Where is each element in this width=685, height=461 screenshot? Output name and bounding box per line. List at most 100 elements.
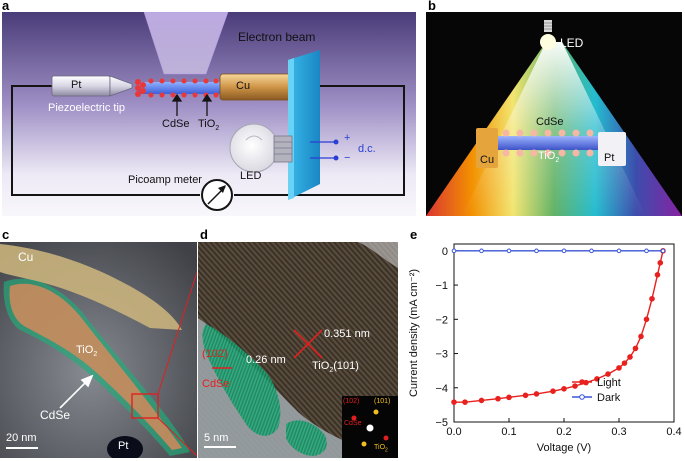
panel-label-b: b (428, 0, 436, 13)
panel-a-schematic: Electron beam Pt Cu Piezoelectric tip Cd… (2, 12, 416, 216)
point-light (561, 385, 567, 392)
x-tick-label: 0.2 (556, 426, 571, 438)
panel-label-e: e (410, 227, 418, 242)
series-layer (451, 248, 666, 405)
x-axis-label: Voltage (V) (537, 442, 591, 454)
label-piezoelectric-tip: Piezoelectric tip (48, 102, 126, 114)
point-light (643, 316, 650, 323)
circuit-wire-right (234, 85, 405, 196)
point-dark (589, 248, 594, 254)
zoom-box (131, 393, 159, 419)
y-tick-label: −3 (435, 349, 448, 361)
point-dark (451, 248, 457, 254)
cdse-particle-1 (202, 324, 281, 436)
fft-label-tio2-text: TiO (374, 444, 386, 451)
b-label-led: LED (560, 36, 584, 50)
c-label-tio2-text: TiO (76, 344, 94, 356)
label-picoamp-meter: Picoamp meter (128, 174, 202, 186)
tio2-core (9, 283, 182, 450)
d-label-scale: 5 nm (204, 432, 229, 444)
point-light (621, 360, 628, 366)
fft-inset (342, 396, 398, 458)
c-label-tio2-sub: 2 (93, 351, 98, 359)
c-label-pt: Pt (118, 440, 129, 452)
zoom-line-bottom (157, 417, 197, 457)
b-label-tio2-sub: 2 (555, 157, 560, 165)
point-light (638, 333, 644, 340)
label-led: LED (240, 170, 262, 182)
panel-e-chart: 0.0 0.1 0.2 0.3 0.4 0 −1 −2 −3 −4 −5 Voltage (V) … (404, 236, 685, 461)
point-light (495, 395, 501, 402)
zoom-line-top (157, 271, 197, 395)
d-label-102: (102) (202, 348, 228, 360)
x-ticks: 0.0 0.1 0.2 0.3 0.4 (446, 418, 682, 438)
point-dark (479, 248, 484, 254)
fft-label-cdse: CdSe (344, 420, 362, 427)
point-dark (644, 248, 649, 254)
y-tick-label: 0 (442, 246, 448, 258)
b-label-tio2-text: TiO (538, 150, 556, 162)
label-electron-beam: Electron beam (238, 30, 316, 44)
light-cone-glow (462, 42, 646, 216)
point-light (605, 371, 611, 377)
point-light (572, 383, 578, 389)
legend-label-dark: Dark (597, 392, 621, 404)
c-label-cdse: CdSe (40, 408, 71, 422)
point-light (506, 394, 512, 401)
point-light (533, 391, 540, 397)
label-minus: − (344, 152, 351, 164)
fringe-cross-mark (293, 329, 323, 359)
led-bulb-icon (229, 123, 293, 173)
point-light (451, 399, 457, 405)
fft-label-102: (102) (343, 398, 360, 405)
point-light (649, 295, 655, 302)
device-wire (476, 128, 626, 168)
label-tio2-sub: 2 (215, 125, 220, 133)
picoamp-meter-icon (201, 179, 233, 211)
b-label-pt: Pt (604, 152, 615, 164)
x-tick-label: 0.1 (501, 426, 516, 438)
panel-label-d: d (200, 227, 208, 242)
panel-d-svg (198, 242, 398, 458)
d-label-cdse: CdSe (202, 378, 230, 390)
legend: Light Dark (572, 377, 621, 404)
fft-label-101: (101) (374, 398, 391, 405)
point-dark (616, 248, 622, 254)
point-dark (660, 248, 666, 254)
pointer-arrows (171, 93, 213, 116)
label-tio2: TiO2 (198, 118, 219, 132)
x-tick-label: 0.3 (611, 426, 626, 438)
series-line-light (454, 250, 664, 403)
cdse-arrow (59, 374, 94, 409)
label-cu: Cu (236, 80, 251, 92)
fft-label-tio2-sub: 2 (385, 447, 388, 454)
y-axis-label: Current density (mA cm⁻²) (408, 269, 420, 397)
legend-marker-light (579, 379, 585, 385)
b-label-tio2: TiO2 (538, 150, 559, 164)
cdse-particle-2 (286, 420, 327, 456)
pt-piezo-tip (51, 75, 133, 97)
panel-c-svg (0, 242, 197, 458)
x-tick-label: 0.0 (446, 426, 461, 438)
led-lamp-icon (540, 20, 556, 50)
b-label-cu: Cu (480, 154, 495, 166)
point-light (632, 345, 639, 352)
point-light (478, 397, 485, 404)
circuit-wire-left (11, 85, 200, 196)
blue-electrode (288, 50, 320, 200)
point-dark (561, 248, 567, 254)
nanowire (135, 78, 222, 98)
b-label-cdse: CdSe (536, 116, 564, 128)
d-label-tio2-text: TiO (312, 360, 330, 372)
point-light (627, 354, 633, 360)
x-tick-label: 0.4 (666, 426, 681, 438)
jv-chart: 0.0 0.1 0.2 0.3 0.4 0−1−2−3−4−5 Voltage (V) … (408, 243, 682, 454)
label-tio2-text: TiO (198, 118, 216, 130)
y-tick-label: −4 (435, 383, 448, 395)
panel-d-hrtem: 0.351 nm TiO2(101) (102) CdSe 0.26 nm 5 … (198, 242, 398, 458)
c-label-tio2: TiO2 (76, 344, 97, 358)
fft-label-tio2: TiO2 (374, 444, 388, 453)
y-tick-label: −5 (435, 417, 448, 429)
c-label-scale: 20 nm (6, 432, 37, 444)
plot-frame (453, 243, 675, 423)
